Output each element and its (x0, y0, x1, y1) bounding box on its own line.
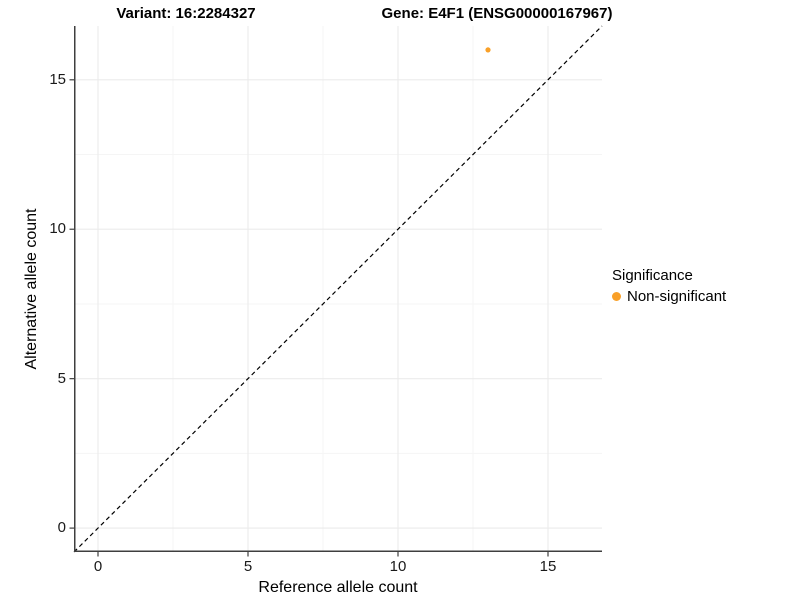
variant-title: Variant: 16:2284327 (116, 5, 256, 22)
y-tick-label: 0 (57, 519, 66, 537)
legend-point-icon (612, 292, 621, 301)
legend-title: Significance (612, 267, 693, 284)
x-axis-title: Reference allele count (258, 579, 418, 596)
y-tick-label: 5 (57, 369, 66, 387)
x-tick-label: 10 (389, 558, 407, 575)
y-tick-label: 10 (49, 220, 66, 238)
identity-dashed-line (73, 25, 603, 553)
y-tick-label: 15 (49, 70, 66, 88)
legend: Significance Non-significant (612, 267, 726, 305)
x-tick-label: 5 (243, 558, 253, 575)
legend-entry-label: Non-significant (627, 288, 727, 305)
y-axis-title: Alternative allele count (23, 208, 40, 370)
plot-panel (69, 25, 603, 557)
x-tick-label: 15 (539, 558, 557, 575)
x-tick-label: 0 (93, 558, 103, 575)
legend-entry: Non-significant (612, 288, 726, 305)
gene-title: Gene: E4F1 (ENSG00000167967) (381, 5, 613, 22)
data-point (485, 47, 491, 53)
